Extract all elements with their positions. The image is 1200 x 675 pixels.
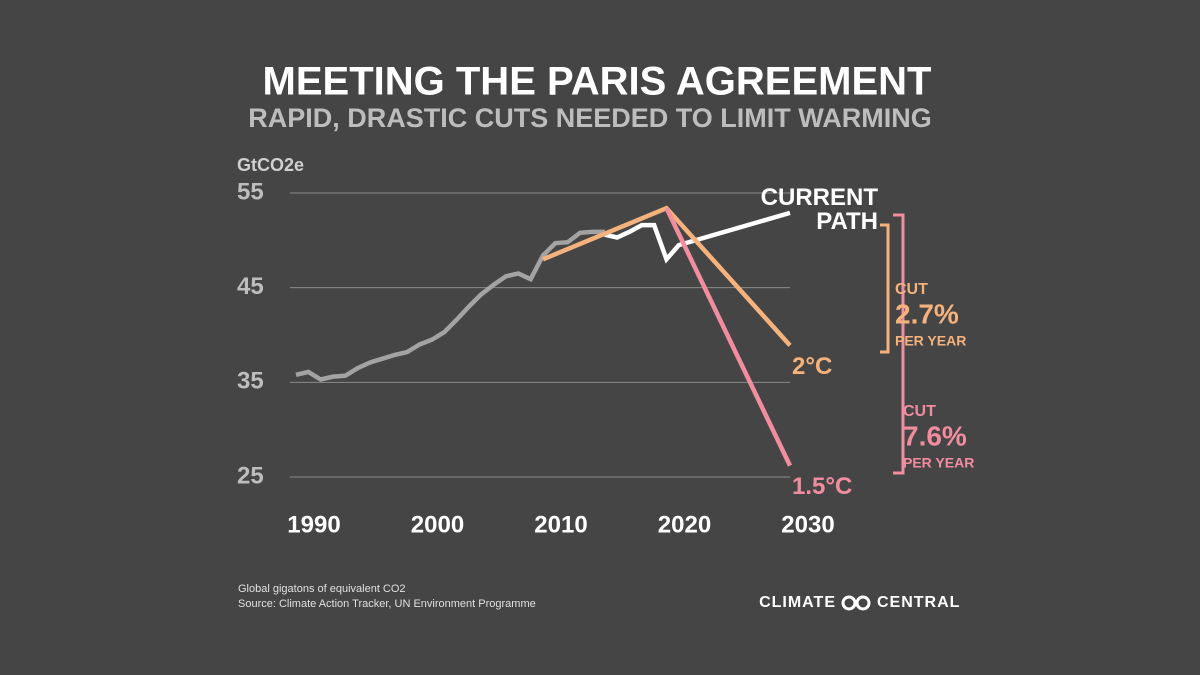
logo-text: CLIMATE bbox=[759, 594, 836, 611]
series-label: 2°C bbox=[792, 353, 832, 380]
x-tick-label: 2020 bbox=[658, 511, 711, 538]
series-label: CURRENT PATH bbox=[761, 184, 879, 235]
annotation: PER YEAR bbox=[895, 333, 966, 349]
annotation: CUT bbox=[895, 281, 928, 298]
bracket bbox=[893, 213, 905, 475]
y-axis-label: GtCO2e bbox=[237, 155, 304, 175]
footnote: Global gigatons of equivalent CO2 bbox=[238, 583, 406, 595]
x-tick-label: 2030 bbox=[781, 511, 834, 538]
y-tick-label: 45 bbox=[237, 273, 264, 300]
series-line bbox=[664, 207, 793, 467]
annotation: CUT bbox=[903, 403, 936, 420]
logo-text: CENTRAL bbox=[877, 594, 960, 611]
annotation: 2.7% bbox=[895, 298, 959, 329]
bracket bbox=[880, 223, 890, 354]
series-line bbox=[604, 210, 791, 264]
annotation: 7.6% bbox=[903, 420, 967, 451]
y-tick-label: 55 bbox=[237, 178, 264, 205]
y-tick-label: 35 bbox=[237, 368, 264, 395]
series-label-line: CURRENT bbox=[761, 184, 879, 211]
footnote: Source: Climate Action Tracker, UN Envir… bbox=[238, 598, 536, 610]
logo-icon bbox=[841, 595, 871, 611]
series-label: 1.5°C bbox=[792, 473, 852, 500]
chart-subtitle: RAPID, DRASTIC CUTS NEEDED TO LIMIT WARM… bbox=[248, 103, 932, 133]
chart-title: MEETING THE PARIS AGREEMENT bbox=[263, 60, 932, 104]
x-tick-label: 1990 bbox=[287, 511, 340, 538]
x-tick-label: 2010 bbox=[534, 511, 587, 538]
series-label-line: PATH bbox=[816, 208, 878, 235]
series-line bbox=[295, 229, 605, 382]
x-tick-label: 2000 bbox=[411, 511, 464, 538]
annotation: PER YEAR bbox=[903, 455, 974, 471]
y-tick-label: 25 bbox=[237, 462, 264, 489]
